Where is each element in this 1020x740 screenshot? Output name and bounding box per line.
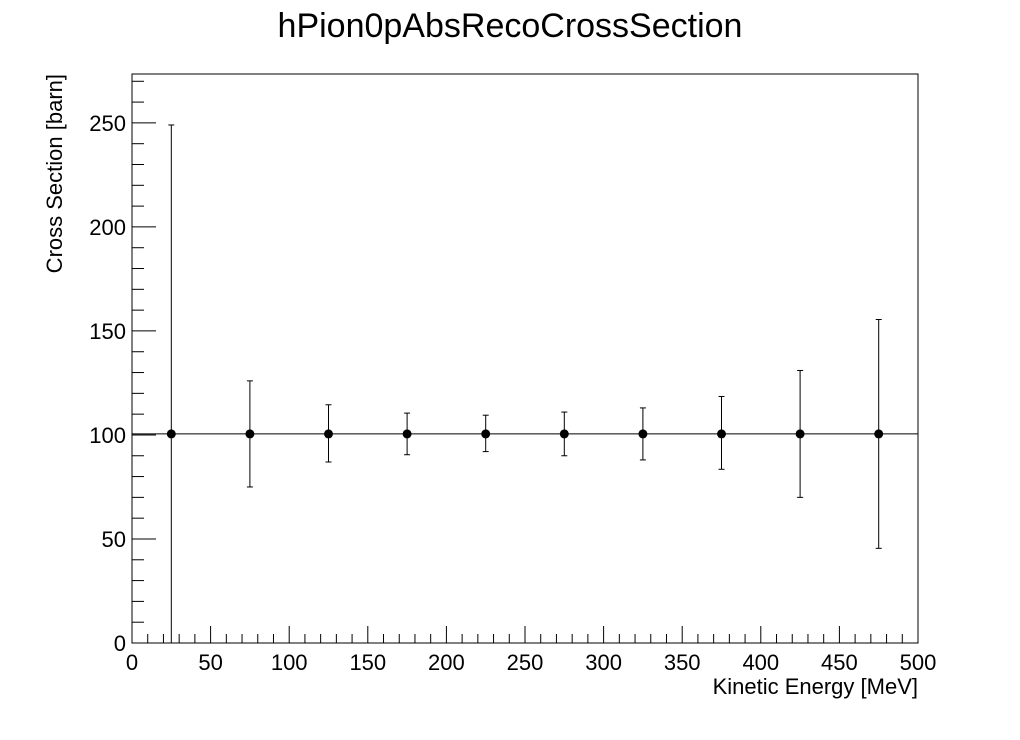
data-point <box>795 369 805 498</box>
x-tick-label: 200 <box>428 650 465 675</box>
x-tick-label: 500 <box>900 650 937 675</box>
y-tick-label: 0 <box>114 631 126 656</box>
data-marker <box>795 429 805 439</box>
data-marker <box>638 429 648 439</box>
data-point <box>481 414 491 453</box>
data-marker <box>874 429 884 439</box>
data-point <box>717 395 726 470</box>
x-tick-label: 100 <box>271 650 308 675</box>
data-marker <box>166 429 176 439</box>
x-axis-title: Kinetic Energy [MeV] <box>713 674 918 699</box>
data-marker <box>245 429 255 439</box>
x-tick-label: 250 <box>507 650 544 675</box>
data-marker <box>481 429 491 439</box>
x-tick-label: 50 <box>198 650 222 675</box>
data-points <box>166 124 884 644</box>
y-tick-label: 200 <box>89 215 126 240</box>
data-point <box>402 412 412 456</box>
data-marker <box>717 429 726 439</box>
x-axis: 0 50 100 150 200 250 300 350 400 450 500 <box>126 626 936 675</box>
data-point <box>638 407 648 461</box>
y-tick-label: 50 <box>102 527 126 552</box>
x-tick-label: 0 <box>126 650 138 675</box>
x-tick-label: 150 <box>349 650 386 675</box>
data-point <box>874 318 884 549</box>
y-tick-label: 150 <box>89 319 126 344</box>
y-tick-label: 100 <box>89 423 126 448</box>
data-point <box>245 380 255 488</box>
data-point <box>166 124 176 644</box>
chart-title: hPion0pAbsRecoCrossSection <box>278 7 743 45</box>
y-axis: 0 50 100 150 200 250 <box>89 80 156 656</box>
y-tick-label: 250 <box>89 111 126 136</box>
data-marker <box>324 429 333 439</box>
y-axis-title: Cross Section [barn] <box>42 74 67 273</box>
x-tick-label: 400 <box>742 650 779 675</box>
data-marker <box>402 429 412 439</box>
x-tick-label: 300 <box>585 650 622 675</box>
data-marker <box>559 429 569 439</box>
x-tick-label: 450 <box>821 650 858 675</box>
plot-frame <box>131 73 919 644</box>
data-point <box>559 411 569 457</box>
x-tick-label: 350 <box>664 650 701 675</box>
data-point <box>324 404 333 463</box>
